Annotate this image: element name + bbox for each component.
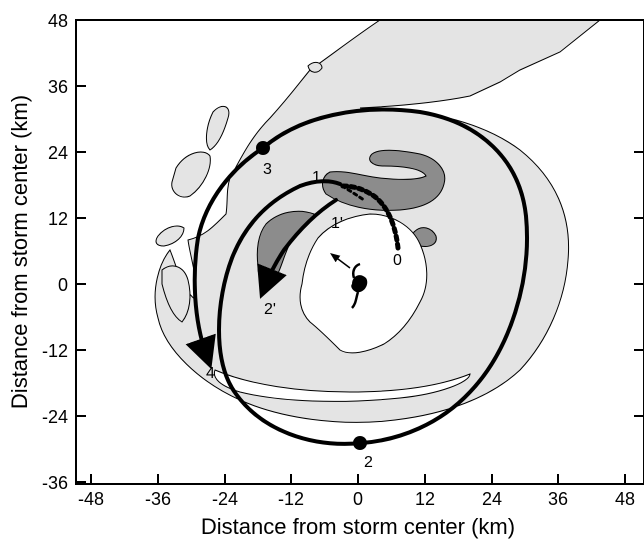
point-label-2: 2: [364, 454, 373, 471]
x-tick-labels: -48 -36 -24 -12 0 12 24 36 48: [78, 489, 635, 509]
x-tick-label: 12: [415, 489, 435, 509]
point-label-1prime: 1': [331, 215, 343, 232]
y-axis-title: Distance from storm center (km): [7, 95, 32, 409]
trajectories: [185, 107, 529, 446]
x-tick-label: 48: [615, 489, 635, 509]
point-label-3: 3: [263, 161, 272, 178]
y-tick-label: -12: [42, 341, 68, 361]
trajectory-1prime-to-2prime: [257, 198, 338, 299]
y-tick-labels: 48 36 24 12 0 -12 -24 -36: [42, 11, 68, 493]
point-3-marker: [256, 141, 270, 155]
trajectory-dotted-inner: [340, 184, 366, 202]
y-tick-label: 48: [48, 11, 68, 31]
x-tick-label: -12: [278, 489, 304, 509]
x-tick-label: -24: [212, 489, 238, 509]
y-axis-ticks: [76, 19, 644, 483]
x-tick-label: -48: [78, 489, 104, 509]
plot-frame: [75, 19, 644, 485]
storm-motion-arrow: [330, 253, 351, 269]
x-tick-label: 0: [353, 489, 363, 509]
outer-shaded-blob-2: [171, 151, 211, 198]
rainband-gap: [213, 369, 471, 402]
outer-shaded-blob-4: [161, 265, 191, 323]
outer-shaded-blob-5: [307, 61, 323, 73]
x-axis-title: Distance from storm center (km): [201, 514, 515, 539]
trajectory-0-to-1-dotted: [339, 183, 401, 251]
outer-trajectory-loop: [217, 107, 529, 446]
point-label-2prime: 2': [264, 301, 276, 318]
y-tick-label: -24: [42, 407, 68, 427]
y-tick-label: 24: [48, 143, 68, 163]
x-tick-label: -36: [145, 489, 171, 509]
outer-shaded-blob-3: [155, 225, 185, 247]
point-label-0: 0: [393, 252, 402, 269]
trajectory-3-to-4: [185, 146, 265, 370]
point-label-1: 1: [312, 169, 321, 186]
x-axis-ticks: [90, 474, 626, 484]
x-tick-label: 36: [548, 489, 568, 509]
x-tick-label: 24: [482, 489, 502, 509]
y-tick-label: -36: [42, 473, 68, 493]
point-label-4: 4: [206, 365, 215, 382]
storm-center-icon: [351, 262, 368, 309]
y-tick-label: 36: [48, 77, 68, 97]
y-tick-label: 0: [58, 275, 68, 295]
outer-shaded-blob-1: [205, 105, 230, 151]
point-2-marker: [353, 436, 367, 450]
y-tick-label: 12: [48, 209, 68, 229]
